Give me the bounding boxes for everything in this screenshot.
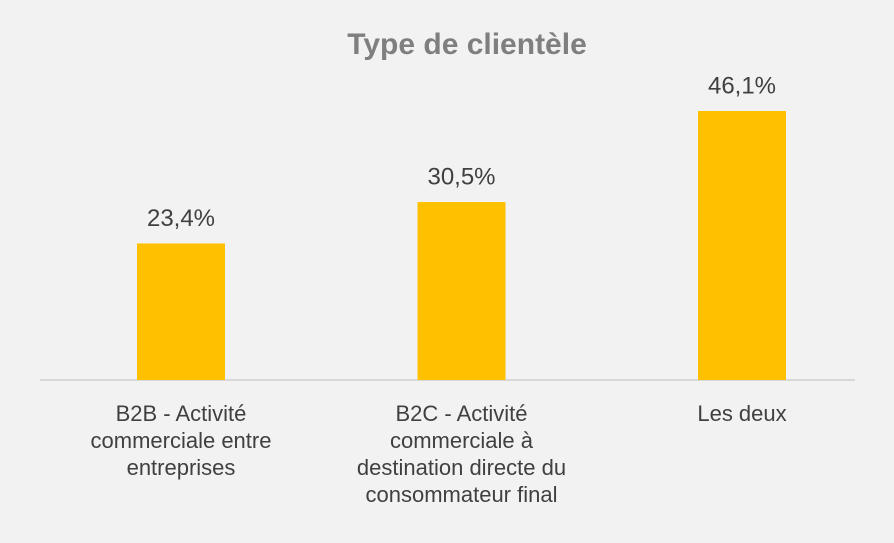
value-label: 23,4%	[147, 205, 215, 232]
x-tick-label: Les deux	[697, 401, 787, 426]
bar	[698, 111, 786, 380]
bar	[417, 202, 506, 380]
x-tick-label: B2C - Activité commerciale à destination…	[356, 401, 567, 507]
bar	[137, 243, 225, 380]
x-tick-label: B2B - Activité commerciale entre entrepr…	[90, 401, 272, 480]
chart-title: Type de clientèle	[347, 28, 587, 61]
value-label: 46,1%	[708, 72, 776, 99]
value-label: 30,5%	[427, 163, 495, 190]
